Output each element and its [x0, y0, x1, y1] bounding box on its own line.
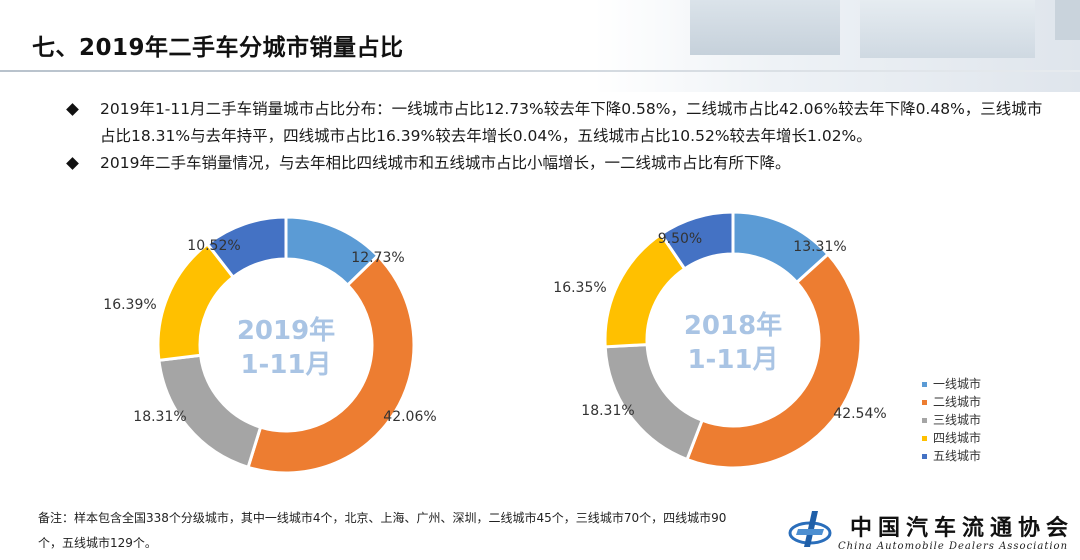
legend-swatch: [922, 436, 927, 441]
data-label: 16.39%: [103, 297, 156, 313]
bullet-text: 2019年1-11月二手车销量城市占比分布：一线城市占比12.73%较去年下降0…: [100, 100, 1043, 145]
legend-label: 四线城市: [933, 431, 982, 445]
donut-slice: [205, 215, 288, 280]
cada-logo-icon: [788, 511, 832, 547]
page-title: 七、2019年二手车分城市销量占比: [32, 35, 404, 61]
header-decoration: [860, 0, 1035, 58]
center-label: 2018年: [684, 310, 782, 341]
center-label: 1-11月: [240, 350, 331, 380]
bullet-text: 2019年二手车销量情况，与去年相比四线城市和五线城市占比小幅增长，一二线城市占…: [100, 154, 791, 172]
legend-item: 二线城市: [922, 393, 1032, 411]
legend-item: 四线城市: [922, 429, 1032, 447]
donut-slice: [246, 253, 416, 475]
bullet-list: 2019年1-11月二手车销量城市占比分布：一线城市占比12.73%较去年下降0…: [62, 96, 1052, 177]
legend-swatch: [922, 400, 927, 405]
center-label: 1-11月: [687, 345, 778, 375]
legend-label: 三线城市: [933, 413, 982, 427]
legend-label: 一线城市: [933, 377, 982, 391]
legend-swatch: [922, 418, 927, 423]
data-label: 13.31%: [793, 239, 846, 255]
legend-label: 五线城市: [933, 449, 982, 463]
header-banner: [0, 0, 1080, 92]
header-decoration: [1055, 0, 1080, 40]
bullet-item: 2019年二手车销量情况，与去年相比四线城市和五线城市占比小幅增长，一二线城市占…: [62, 150, 1052, 177]
data-label: 9.50%: [658, 231, 702, 247]
footnote: 备注：样本包含全国338个分级城市，其中一线城市4个，北京、上海、广州、深圳，二…: [38, 511, 727, 550]
data-label: 42.54%: [833, 406, 886, 422]
logo-name-cn: 中国汽车流通协会: [850, 515, 1075, 541]
donut-slice: [658, 210, 735, 271]
data-label: 16.35%: [553, 280, 606, 296]
header-decoration: [690, 0, 840, 55]
legend-swatch: [922, 454, 927, 459]
donut-slice: [685, 252, 863, 470]
data-label: 18.31%: [581, 403, 634, 419]
legend-swatch: [922, 382, 927, 387]
logo-name-en: China Automobile Dealers Association: [838, 541, 1069, 552]
chart-legend: 一线城市 二线城市 三线城市 四线城市 五线城市: [922, 375, 1032, 465]
data-label: 42.06%: [383, 409, 436, 425]
data-label: 10.52%: [187, 238, 240, 254]
data-label: 12.73%: [351, 250, 404, 266]
legend-label: 二线城市: [933, 395, 982, 409]
legend-item: 三线城市: [922, 411, 1032, 429]
data-label: 18.31%: [133, 409, 186, 425]
title-divider: [0, 70, 1080, 72]
legend-item: 一线城市: [922, 375, 1032, 393]
center-label: 2019年: [237, 315, 335, 346]
legend-item: 五线城市: [922, 447, 1032, 465]
bullet-item: 2019年1-11月二手车销量城市占比分布：一线城市占比12.73%较去年下降0…: [62, 96, 1052, 150]
